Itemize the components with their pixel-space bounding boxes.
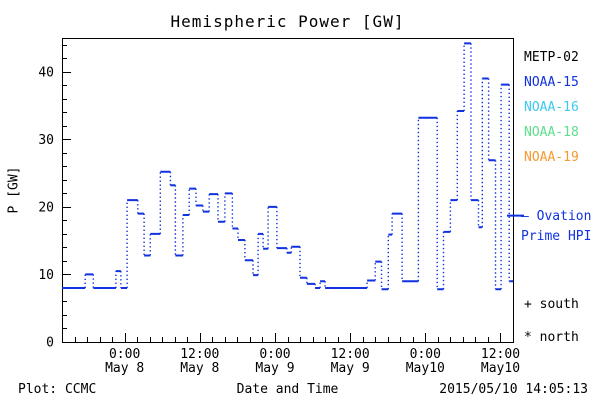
x-axis-title: Date and Time bbox=[236, 382, 339, 397]
x-tick-time-label: 0:00 bbox=[259, 347, 290, 362]
chart-title: Hemispheric Power [GW] bbox=[170, 12, 405, 31]
y-tick-label: 40 bbox=[38, 65, 54, 80]
x-tick-time-label: 0:00 bbox=[109, 347, 140, 362]
y-tick-label: 20 bbox=[38, 200, 54, 215]
y-tick-label: 10 bbox=[38, 268, 54, 283]
y-axis-label: P [GW] bbox=[6, 166, 22, 214]
x-tick-date-label: May 8 bbox=[180, 361, 219, 376]
ovation-annotation-line1: — Ovation bbox=[521, 209, 592, 224]
x-tick-time-label: 12:00 bbox=[180, 347, 219, 362]
x-tick-time-label: 0:00 bbox=[410, 347, 441, 362]
hpi-step-line bbox=[62, 42, 513, 291]
legend-item-noaa-15: NOAA-15 bbox=[524, 75, 579, 90]
hpi-step-connectors bbox=[84, 43, 510, 290]
ovation-annotation-line2: Prime HPI bbox=[521, 229, 592, 244]
satellite-legend: METP-02 NOAA-15 NOAA-16 NOAA-18 NOAA-19 bbox=[524, 45, 579, 170]
x-tick-date-label: May10 bbox=[406, 361, 445, 376]
x-tick-date-label: May 9 bbox=[255, 361, 294, 376]
ovation-prime-annotation: — Ovation Prime HPI bbox=[521, 207, 591, 247]
north-hemisphere-marker-label: * north bbox=[524, 330, 579, 345]
y-tick-label: 0 bbox=[46, 336, 54, 351]
plot-credit: Plot: CCMC bbox=[18, 382, 97, 397]
x-tick-time-label: 12:00 bbox=[481, 347, 520, 362]
legend-item-metp-02: METP-02 bbox=[524, 50, 579, 65]
legend-item-noaa-19: NOAA-19 bbox=[524, 150, 579, 165]
y-axis-ticks bbox=[62, 45, 71, 343]
x-tick-time-label: 12:00 bbox=[331, 347, 370, 362]
x-axis-ticks bbox=[62, 333, 514, 342]
y-tick-labels: 0 10 20 30 40 bbox=[38, 65, 54, 350]
x-tick-date-label: May10 bbox=[481, 361, 520, 376]
legend-item-noaa-18: NOAA-18 bbox=[524, 125, 579, 140]
x-tick-date-label: May 9 bbox=[331, 361, 370, 376]
legend-item-noaa-16: NOAA-16 bbox=[524, 100, 579, 115]
south-hemisphere-marker-label: + south bbox=[524, 297, 579, 312]
plot-frame bbox=[62, 38, 514, 343]
plot-timestamp: 2015/05/10 14:05:13 bbox=[439, 382, 588, 397]
y-tick-label: 30 bbox=[38, 133, 54, 148]
x-tick-date-label: May 8 bbox=[105, 361, 144, 376]
